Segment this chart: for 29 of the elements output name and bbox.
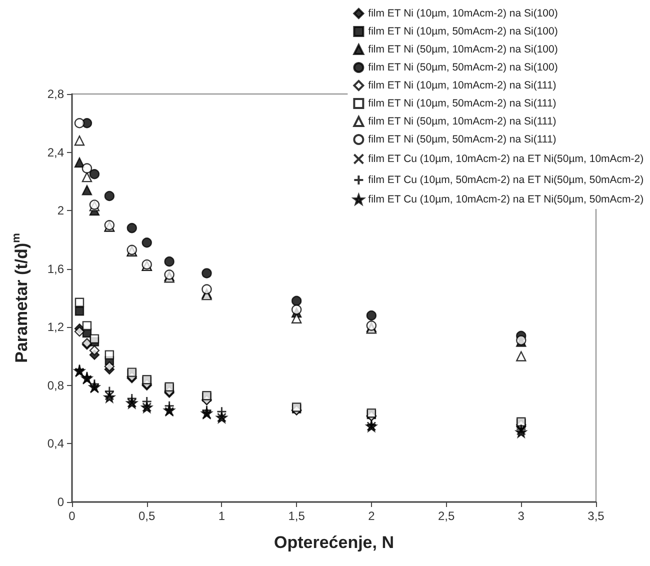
y-tick-label: 1,2 xyxy=(47,320,64,334)
legend-label: film ET Ni (10µm, 10mAcm-2) na Si(111) xyxy=(368,80,556,92)
y-tick-label: 0,8 xyxy=(47,378,64,392)
y-tick-label: 0 xyxy=(57,495,64,509)
legend-label: film ET Ni (50µm, 50mAcm-2) na Si(111) xyxy=(368,134,556,146)
y-tick-label: 2,4 xyxy=(47,145,64,160)
x-tick-label: 0 xyxy=(68,509,76,523)
y-tick-label: 2 xyxy=(57,204,64,218)
legend-label: film ET Ni (50µm, 10mAcm-2) na Si(100) xyxy=(368,44,558,56)
x-tick-label: 0,5 xyxy=(138,509,156,523)
legend-label: film ET Cu (10µm, 50mAcm-2) na ET Ni(50µm, 50mAcm-2) xyxy=(368,174,644,186)
legend-label: film ET Ni (10µm, 50mAcm-2) na Si(100) xyxy=(368,26,558,38)
y-axis-title: Parametar (t/d)m xyxy=(10,232,31,363)
legend-label: film ET Cu (10µm, 10mAcm-2) na ET Ni(50µm, 50mAcm-2) xyxy=(368,194,644,206)
legend-label: film ET Ni (10µm, 50mAcm-2) na Si(111) xyxy=(368,98,556,110)
legend-label: film ET Cu (10µm, 10mAcm-2) na ET Ni(50µm, 10mAcm-2) xyxy=(368,153,644,165)
y-tick-label: 1,6 xyxy=(47,262,64,276)
legend-label: film ET Ni (50µm, 10mAcm-2) na Si(111) xyxy=(368,116,556,128)
legend-label: film ET Ni (50µm, 50mAcm-2) na Si(100) xyxy=(368,62,558,74)
x-tick-label: 3,5 xyxy=(588,509,605,523)
y-tick-label: 2,8 xyxy=(47,87,64,101)
y-tick-label: 0,4 xyxy=(47,436,64,451)
x-tick-label: 1,5 xyxy=(288,509,306,523)
x-axis-title: Opterećenje, N xyxy=(274,533,394,552)
legend-label: film ET Ni (10µm, 10mAcm-2) na Si(100) xyxy=(368,8,558,20)
x-tick-label: 2,5 xyxy=(438,509,455,523)
x-tick-label: 3 xyxy=(518,509,525,523)
x-tick-label: 2 xyxy=(368,509,376,523)
x-tick-label: 1 xyxy=(218,509,226,523)
